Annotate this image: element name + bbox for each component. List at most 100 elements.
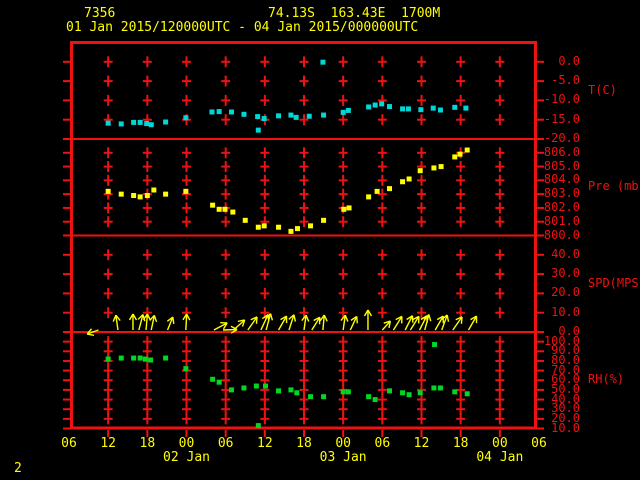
data-point [105, 188, 111, 194]
data-point [321, 112, 327, 118]
data-point [464, 147, 470, 153]
data-point [417, 168, 423, 174]
data-point [144, 121, 150, 127]
y-tick-label: 40.0 [551, 246, 580, 261]
wind-arrow [247, 316, 258, 331]
data-point [230, 209, 236, 215]
data-point [387, 186, 393, 192]
data-point [163, 119, 169, 125]
data-point [321, 217, 327, 223]
data-point [222, 206, 228, 212]
y-tick-label: 806.0 [543, 144, 580, 159]
data-point [387, 104, 393, 110]
y-tick-label: 30.0 [551, 266, 580, 281]
data-point [241, 111, 247, 117]
x-hour-label: 12 [257, 436, 273, 451]
data-point [437, 107, 443, 113]
wind-arrow [112, 314, 121, 331]
data-point [131, 355, 137, 361]
data-point [320, 59, 326, 65]
y-tick-label: 0.0 [558, 324, 580, 338]
station-id: 7356 [84, 6, 116, 21]
wind-arrow [86, 328, 99, 337]
wind-arrow [452, 316, 463, 331]
data-point [131, 119, 137, 125]
x-hour-label: 18 [296, 436, 312, 451]
y-tick-label: -5.0 [551, 73, 580, 88]
y-tick-label: 20.0 [551, 410, 580, 425]
data-point [431, 165, 437, 171]
x-hour-label: 18 [139, 436, 156, 451]
data-point [452, 389, 458, 395]
data-point [105, 356, 111, 362]
wind-arrow [213, 321, 228, 331]
data-point [183, 115, 189, 121]
data-point [308, 223, 314, 229]
wind-arrow [288, 314, 297, 331]
y-tick-label: 800.0 [543, 227, 580, 242]
x-date-label: 04 Jan [476, 450, 524, 465]
data-point [144, 193, 150, 199]
data-point [463, 105, 469, 111]
data-point [366, 394, 372, 400]
data-point [276, 224, 282, 230]
data-point [131, 193, 137, 199]
data-point [400, 106, 406, 112]
y-tick-label: 803.0 [543, 186, 580, 201]
data-point [418, 107, 424, 113]
data-point [432, 342, 438, 348]
wind-arrow [467, 315, 478, 331]
page-number: 2 [14, 461, 22, 476]
data-point [452, 104, 458, 110]
wind-arrow [392, 315, 403, 331]
data-point [276, 113, 282, 119]
wind-arrow [340, 314, 349, 331]
data-point [400, 390, 406, 396]
data-point [142, 356, 148, 362]
wind-arrow [233, 319, 246, 331]
data-point [372, 102, 378, 108]
data-point [366, 194, 372, 200]
y-tick-label: 802.0 [543, 199, 580, 214]
wind-arrow [423, 314, 432, 331]
data-point [288, 228, 294, 234]
data-point [148, 122, 154, 128]
data-point [210, 376, 216, 382]
x-hour-label: 06 [217, 436, 234, 451]
data-point [306, 113, 312, 119]
x-hour-label: 00 [335, 436, 351, 451]
y-tick-label: 50.0 [551, 381, 580, 396]
wind-arrow [149, 314, 158, 331]
wind-arrow [137, 314, 146, 331]
x-hour-label: 06 [374, 436, 391, 451]
y-tick-label: 60.0 [551, 372, 580, 387]
data-point [321, 394, 327, 400]
panel-label: SPD(MPS) [588, 275, 640, 290]
y-tick-label: 801.0 [543, 213, 580, 228]
y-tick-label: 10.0 [551, 304, 580, 319]
y-tick-label: -15.0 [543, 111, 580, 126]
data-point [210, 202, 216, 208]
y-tick-label: 40.0 [551, 391, 580, 406]
data-point [229, 387, 235, 393]
x-hour-label: 06 [531, 436, 547, 451]
wind-arrow [182, 313, 191, 331]
wind-arrow [311, 316, 321, 331]
data-point [118, 355, 124, 361]
wind-arrow [319, 314, 328, 331]
data-point [229, 109, 235, 115]
data-point [216, 379, 222, 385]
x-hour-label: 06 [61, 436, 77, 451]
y-tick-label: 10.0 [551, 420, 580, 435]
data-point [276, 388, 282, 394]
wind-arrow [166, 316, 175, 331]
y-tick-label: 100.0 [543, 333, 580, 348]
data-point [216, 109, 222, 115]
wind-arrow [409, 315, 420, 331]
data-point [308, 394, 314, 400]
data-point [417, 390, 423, 396]
data-point [261, 223, 267, 229]
x-date-label: 03 Jan [319, 450, 367, 465]
y-tick-label: 70.0 [551, 362, 580, 377]
